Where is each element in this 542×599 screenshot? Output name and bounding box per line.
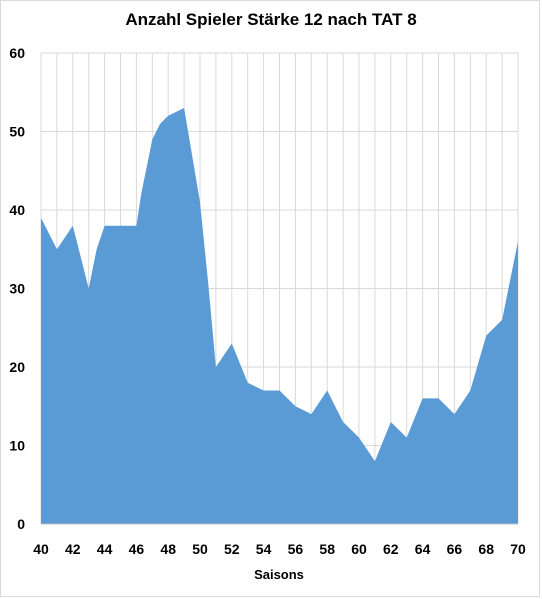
x-tick-label-42: 42: [65, 541, 81, 557]
x-tick-label-52: 52: [224, 541, 240, 557]
area-series-0: [41, 107, 518, 524]
y-tick-label-10: 10: [9, 438, 25, 454]
x-tick-label-40: 40: [33, 541, 49, 557]
x-tick-label-54: 54: [256, 541, 272, 557]
x-tick-labels: 40 42 44 46 48 50 52 54 56 58 60 62 64 66 68 70: [33, 541, 526, 557]
y-tick-label-30: 30: [9, 281, 25, 297]
x-axis-title: Saisons: [254, 567, 304, 582]
x-tick-label-44: 44: [97, 541, 113, 557]
y-tick-label-40: 40: [9, 202, 25, 218]
y-tick-label-0: 0: [17, 516, 25, 532]
x-tick-label-58: 58: [319, 541, 335, 557]
series-area: [41, 107, 518, 524]
x-tick-label-60: 60: [351, 541, 367, 557]
x-tick-label-64: 64: [415, 541, 431, 557]
y-tick-labels: 0 10 20 30 40 50 60: [9, 45, 25, 532]
y-tick-label-20: 20: [9, 359, 25, 375]
x-tick-label-62: 62: [383, 541, 399, 557]
y-tick-label-60: 60: [9, 45, 25, 61]
x-tick-label-50: 50: [192, 541, 208, 557]
x-tick-label-70: 70: [510, 541, 526, 557]
x-tick-label-48: 48: [160, 541, 176, 557]
y-tick-label-50: 50: [9, 124, 25, 140]
x-tick-label-66: 66: [447, 541, 463, 557]
chart-title: Anzahl Spieler Stärke 12 nach TAT 8: [125, 10, 417, 29]
x-tick-label-68: 68: [478, 541, 494, 557]
x-tick-label-46: 46: [129, 541, 145, 557]
x-tick-label-56: 56: [288, 541, 304, 557]
